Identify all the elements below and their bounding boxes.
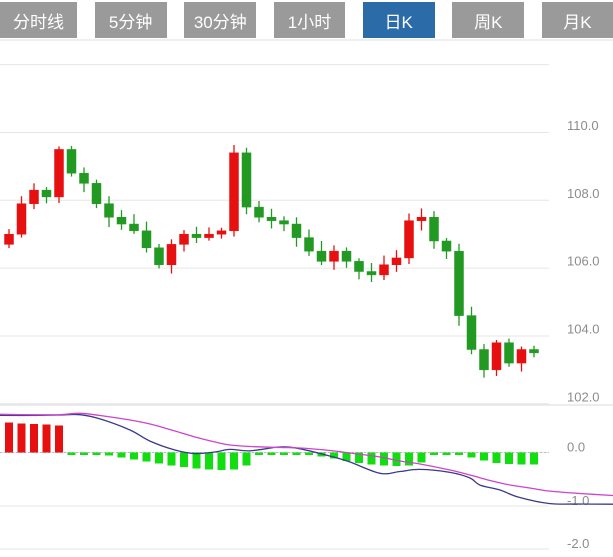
svg-text:102.0: 102.0 [567,389,600,404]
svg-text:-1.0: -1.0 [567,493,589,508]
svg-text:-2.0: -2.0 [567,536,589,551]
svg-text:110.0: 110.0 [567,118,599,133]
svg-text:106.0: 106.0 [567,254,600,269]
svg-text:0.0: 0.0 [567,440,585,455]
svg-text:104.0: 104.0 [567,321,600,336]
svg-text:108.0: 108.0 [567,186,600,201]
